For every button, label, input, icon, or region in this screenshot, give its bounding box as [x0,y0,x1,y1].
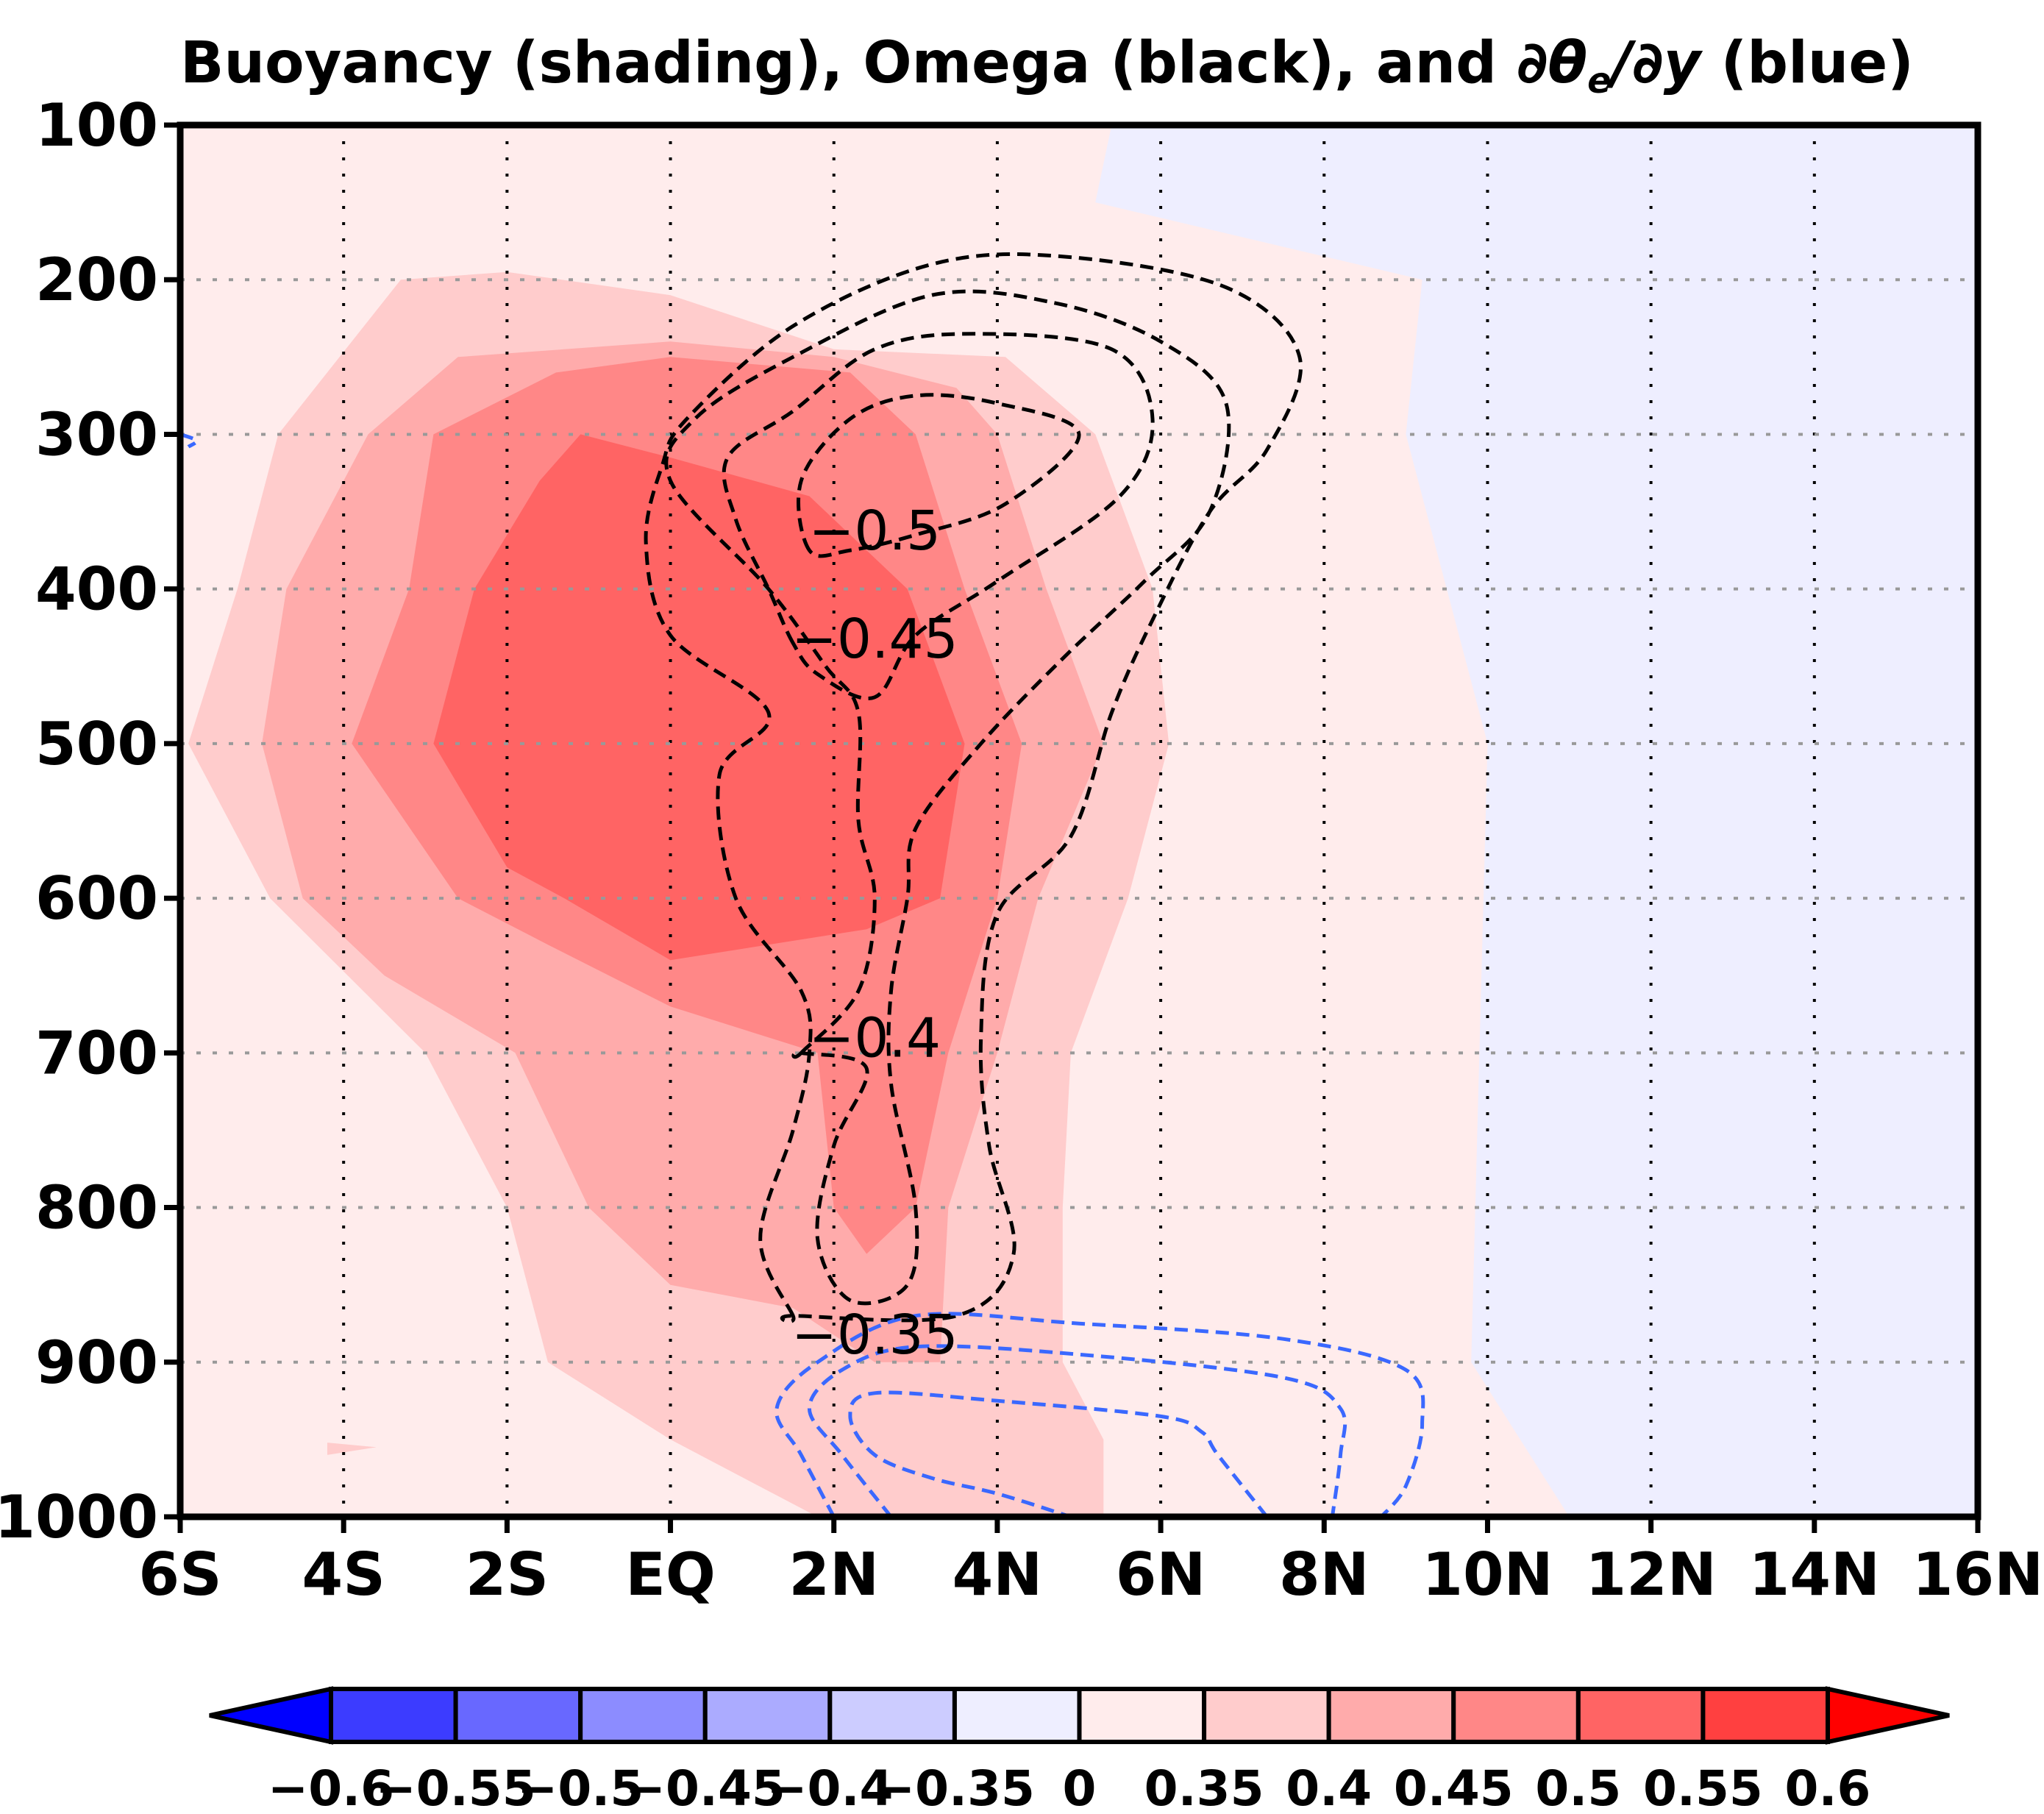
dthetae-dy-contour-line-2 [848,1390,1269,1517]
colorbar-swatch-6 [1077,1687,1207,1744]
omega-contours [644,252,1303,1323]
dthetae-dy-contour-line-3 [180,433,199,449]
colorbar-tick-label-4: −0.4 [766,1760,893,1814]
x-tick-label-4S: 4S [302,1540,385,1609]
colorbar-swatch-0 [329,1687,458,1744]
y-tick-label-800: 800 [35,1174,158,1242]
colorbar-tick-label-10: 0.5 [1535,1760,1621,1814]
buoyancy-shading [180,125,1978,1517]
y-tick-label-400: 400 [35,555,158,624]
colorbar: −0.6−0.55−0.5−0.45−0.4−0.35 0 0.35 0.4 0.45 0… [209,1686,1950,1814]
colorbar-tick-label-5: −0.35 [875,1760,1035,1814]
x-tick-label-6S: 6S [138,1540,221,1609]
omega-contour-line-1 [722,332,1155,700]
grid-lines [180,125,1978,1517]
omega-contour-label-2: −0.4 [808,1006,941,1070]
y-tick-label-600: 600 [35,864,158,933]
omega-contour-label-3: −0.35 [791,1303,958,1367]
y-tick-label-500: 500 [35,710,158,778]
colorbar-tick-label-8: 0.4 [1286,1760,1372,1814]
x-tick-label-8N: 8N [1279,1540,1370,1609]
y-tick-label-900: 900 [35,1329,158,1397]
colorbar-tick-label-1: −0.55 [376,1760,536,1814]
colorbar-swatch-2 [578,1687,708,1744]
x-tick-label-2N: 2N [788,1540,879,1609]
colorbar-tick-label-7: 0.35 [1144,1760,1264,1814]
colorbar-swatch-3 [702,1687,833,1744]
colorbar-swatch-7 [1202,1687,1331,1744]
chart-title-suffix: (blue) [1701,30,1913,96]
x-tick-label-10N: 10N [1422,1540,1553,1609]
y-tick-label-100: 100 [35,91,158,160]
colorbar-tick-label-0: −0.6 [268,1760,394,1814]
colorbar-tick-label-3: −0.45 [625,1760,786,1814]
colorbar-swatch-9 [1451,1687,1581,1744]
dthetae-dy-contours [180,433,1425,1517]
colorbar-tick-label-2: −0.5 [517,1760,644,1814]
omega-contour-label-1: −0.45 [791,608,958,671]
omega-contour-label-0: −0.5 [808,499,941,563]
y-tick-label-1000: 1000 [0,1483,158,1551]
dthetae-dy-contour-line-0 [774,1312,1425,1517]
y-axis: 100 200 300 400 500 600 700 800 900 1000 [0,91,180,1551]
colorbar-tick-label-6: 0 [1063,1760,1097,1814]
chart-title-subscript: e [1587,60,1612,102]
x-tick-label-6N: 6N [1116,1540,1206,1609]
colorbar-swatch-10 [1575,1687,1706,1744]
colorbar-tick-label-12: 0.6 [1785,1760,1871,1814]
omega-contour-labels: −0.5 −0.45 −0.4 −0.35 [791,499,958,1367]
x-tick-label-4N: 4N [952,1540,1043,1609]
colorbar-swatch-4 [827,1687,957,1744]
buoyancy-patch-0 [327,1443,377,1455]
plot-frame [177,121,1981,1520]
colorbar-swatch-8 [1326,1687,1456,1744]
x-tick-label-16N: 16N [1912,1540,2043,1609]
colorbar-swatch-1 [453,1687,583,1744]
chart-title-prefix: Buoyancy (shading), Omega (black), and [180,30,1517,96]
colorbar-swatch-11 [1701,1687,1831,1744]
colorbar-tick-label-9: 0.45 [1394,1760,1514,1814]
x-tick-label-12N: 12N [1585,1540,1716,1609]
x-axis: 6S 4S 2S EQ 2N 4N 6N 8N 10N 12N 14N 16N [138,1517,2043,1609]
x-tick-label-14N: 14N [1749,1540,1880,1609]
chart-title: Buoyancy (shading), Omega (black), and ∂… [180,30,1914,102]
chart-title-derivative-suffix: /∂y [1606,30,1703,96]
x-tick-label-EQ: EQ [625,1540,716,1609]
buoyancy-region-4 [433,434,965,961]
x-tick-label-2S: 2S [466,1540,549,1609]
colorbar-tick-label-11: 0.55 [1643,1760,1763,1814]
y-tick-label-300: 300 [35,400,158,469]
omega-contour-line-3 [644,252,1303,1323]
colorbar-swatch-5 [952,1687,1082,1744]
y-tick-label-700: 700 [35,1019,158,1087]
omega-contour-line-0 [797,393,1081,558]
y-tick-label-200: 200 [35,246,158,314]
chart-title-derivative: ∂θ [1517,30,1587,96]
